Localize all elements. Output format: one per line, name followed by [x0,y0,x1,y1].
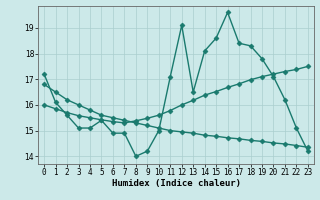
X-axis label: Humidex (Indice chaleur): Humidex (Indice chaleur) [111,179,241,188]
